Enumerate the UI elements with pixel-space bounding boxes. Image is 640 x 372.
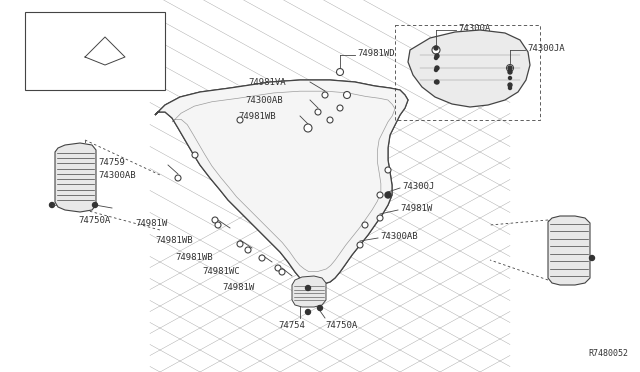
Circle shape [385, 167, 391, 173]
Text: 74754: 74754 [278, 321, 305, 330]
Text: 74761: 74761 [552, 234, 579, 243]
Circle shape [508, 70, 512, 74]
Circle shape [435, 80, 439, 84]
Text: 74750A: 74750A [325, 321, 357, 330]
Circle shape [322, 92, 328, 98]
Circle shape [344, 92, 351, 99]
Circle shape [508, 66, 512, 70]
Text: 74759: 74759 [98, 157, 125, 167]
Circle shape [435, 54, 439, 58]
Circle shape [506, 64, 513, 71]
Circle shape [275, 265, 281, 271]
Circle shape [49, 202, 54, 208]
Text: 74981W: 74981W [400, 203, 432, 212]
Circle shape [589, 256, 595, 260]
Circle shape [237, 117, 243, 123]
Text: 74981WC: 74981WC [202, 267, 239, 276]
Circle shape [508, 83, 512, 87]
Circle shape [304, 124, 312, 132]
Circle shape [377, 192, 383, 198]
Circle shape [192, 152, 198, 158]
Bar [25, 12, 165, 90]
Circle shape [279, 269, 285, 275]
Text: R7480052: R7480052 [588, 349, 628, 358]
Polygon shape [408, 30, 530, 107]
Circle shape [175, 175, 181, 181]
Text: 74300AB: 74300AB [245, 96, 283, 105]
Circle shape [327, 117, 333, 123]
Circle shape [315, 109, 321, 115]
Text: 74981WB: 74981WB [175, 253, 212, 263]
Text: 74981VA: 74981VA [248, 77, 285, 87]
Text: 74300AB: 74300AB [380, 231, 418, 241]
Circle shape [509, 87, 511, 90]
Text: 74882R: 74882R [81, 73, 109, 82]
Text: 74300JA: 74300JA [527, 44, 564, 52]
Text: 74981WB: 74981WB [155, 235, 193, 244]
Polygon shape [155, 80, 408, 285]
Text: 74981WB: 74981WB [238, 112, 276, 121]
Text: 74750B: 74750B [552, 253, 584, 263]
Circle shape [435, 57, 438, 60]
Circle shape [237, 241, 243, 247]
Circle shape [259, 255, 265, 261]
Circle shape [362, 222, 368, 228]
Circle shape [435, 80, 438, 83]
Text: INSULATOR FUSIBLE: INSULATOR FUSIBLE [56, 22, 134, 31]
Text: 74981W: 74981W [135, 218, 167, 228]
Text: 74300J: 74300J [402, 182, 435, 190]
Circle shape [432, 46, 440, 54]
Text: 74300A: 74300A [458, 23, 490, 32]
Circle shape [305, 310, 310, 314]
Circle shape [93, 202, 97, 208]
Circle shape [435, 66, 439, 70]
Circle shape [245, 247, 251, 253]
Circle shape [434, 46, 438, 50]
Text: 74981W: 74981W [222, 283, 254, 292]
Circle shape [337, 105, 343, 111]
Text: 74300AB: 74300AB [98, 170, 136, 180]
Circle shape [357, 242, 363, 248]
Circle shape [212, 217, 218, 223]
Text: 74750A: 74750A [78, 215, 110, 224]
Circle shape [377, 215, 383, 221]
Polygon shape [55, 143, 96, 212]
Circle shape [305, 285, 310, 291]
Text: 74981WD: 74981WD [357, 48, 395, 58]
Polygon shape [548, 216, 590, 285]
Circle shape [215, 222, 221, 228]
Circle shape [317, 305, 323, 311]
Polygon shape [292, 276, 326, 307]
Circle shape [337, 68, 344, 76]
Circle shape [435, 68, 438, 71]
Polygon shape [155, 80, 408, 285]
Circle shape [385, 192, 391, 198]
Circle shape [509, 77, 511, 80]
